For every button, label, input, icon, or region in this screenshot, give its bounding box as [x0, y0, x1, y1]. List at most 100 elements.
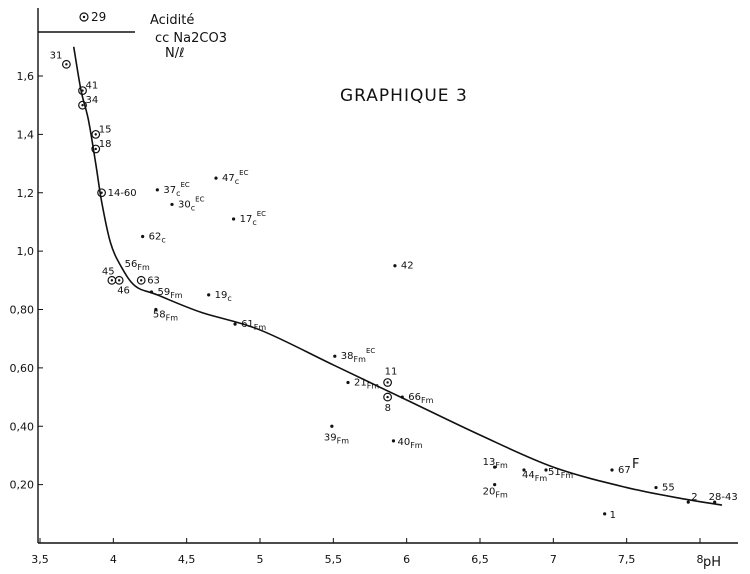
data-point [233, 322, 237, 326]
data-point [207, 293, 211, 297]
data-point-label: 45 [102, 266, 115, 277]
data-point [214, 176, 218, 180]
data-point-label: 2 [691, 492, 697, 503]
x-tick-label: 4 [110, 553, 117, 566]
data-point-center [65, 63, 68, 66]
data-point-label: 41 [86, 81, 99, 92]
data-point-label: 21Fm [354, 377, 379, 390]
y-tick-label: 1,6 [17, 70, 35, 83]
data-point-sublabel: Fm [354, 355, 367, 364]
data-point-label: 39Fm [324, 432, 349, 445]
axes: 3,5 4 4,5 5 5,5 6 6,5 7 7,5 8 0,20 0,40 0,60 0,80 1,0 1… [10, 8, 738, 566]
data-point [383, 378, 393, 387]
data-point [232, 217, 236, 221]
data-point-sublabel: c [191, 203, 195, 212]
data-point-sublabel: Fm [495, 491, 508, 500]
data-point-label: 11 [385, 366, 398, 377]
data-point [686, 500, 690, 504]
x-tick-label: 5,5 [325, 553, 343, 566]
data-point [91, 144, 101, 154]
data-point-superlabel: EC [366, 347, 375, 355]
data-point-label: 44Fm [522, 470, 547, 483]
data-point-label: 18 [99, 139, 112, 150]
data-point-label: 14-60 [108, 188, 137, 199]
data-point-label: 51Fm [548, 467, 573, 480]
data-point [114, 275, 124, 285]
data-point-label: 13Fm [483, 457, 508, 470]
data-point [136, 275, 146, 285]
data-point [330, 424, 334, 428]
data-point-center [100, 191, 103, 194]
x-tick-label: 5 [257, 553, 264, 566]
y-axis-label-line-2: cc Na2CO3 [155, 31, 227, 46]
data-point-center [110, 279, 114, 282]
data-point-label: 47cEC [222, 169, 249, 186]
fitted-curve [72, 46, 723, 506]
x-tick-label: 7 [550, 553, 557, 566]
data-point [522, 468, 526, 472]
y-tick-label: 1,4 [17, 128, 35, 141]
data-point-label: 34 [86, 95, 99, 106]
x-tick-label: 6 [403, 553, 410, 566]
data-point-center [140, 279, 143, 282]
data-point-center [94, 147, 97, 151]
data-point-center [386, 381, 389, 384]
data-point [391, 439, 396, 443]
data-point [78, 100, 87, 110]
data-point [493, 465, 497, 469]
top-marker-dot [82, 15, 86, 19]
data-point [603, 512, 607, 516]
data-point-sublabel: Fm [421, 396, 434, 405]
data-point-center [81, 103, 84, 107]
data-point-center [81, 89, 84, 92]
data-point-label: 17cEC [240, 210, 267, 227]
chart-title: GRAPHIQUE 3 [340, 86, 468, 106]
curve-label: F [632, 457, 639, 472]
data-point-label: 28-43 [709, 492, 738, 503]
data-point-superlabel: EC [180, 181, 189, 189]
data-point-label: 37cEC [163, 181, 190, 198]
data-point-sublabel: c [161, 236, 165, 245]
data-point-sublabel: Fm [337, 436, 350, 445]
data-point-sublabel: Fm [410, 441, 423, 450]
data-point-label: 46 [117, 285, 130, 296]
top-marker [79, 12, 89, 22]
data-point-label: 30cEC [178, 195, 205, 212]
data-point-sublabel: Fm [254, 323, 267, 332]
data-point-sublabel: c [227, 294, 231, 303]
data-point-sublabel: c [235, 177, 239, 186]
data-point [393, 264, 397, 268]
data-point-label: 58Fm [153, 310, 178, 323]
data-point [149, 290, 154, 294]
data-point-label: 61Fm [241, 319, 266, 332]
x-tick-label: 4,5 [178, 553, 196, 566]
top-marker-label: 29 [91, 10, 106, 24]
y-tick-label: 1,0 [17, 245, 35, 258]
data-point-center [386, 395, 389, 399]
data-point [713, 500, 717, 504]
data-point-center [118, 279, 121, 282]
data-point [97, 188, 106, 198]
x-tick-label: 3,5 [31, 553, 49, 566]
data-point [154, 307, 158, 312]
data-point [91, 129, 101, 139]
data-point-label: 59Fm [157, 287, 182, 300]
x-axis-label: pH [703, 555, 721, 570]
x-tick-label: 8 [697, 553, 704, 566]
data-point [170, 202, 174, 207]
x-tick-label: 6,5 [471, 553, 489, 566]
y-tick-label: 0,20 [10, 479, 35, 492]
data-point-sublabel: Fm [367, 381, 380, 390]
data-point-center [94, 133, 97, 136]
data-point [544, 468, 548, 472]
data-point-label: 19c [215, 290, 232, 303]
data-point-sublabel: Fm [170, 291, 183, 300]
data-point-sublabel: Fm [561, 471, 574, 480]
data-point [654, 485, 658, 490]
data-point [78, 86, 87, 95]
data-point-label: 1 [610, 510, 616, 521]
data-point [333, 354, 337, 358]
data-point [400, 395, 404, 399]
